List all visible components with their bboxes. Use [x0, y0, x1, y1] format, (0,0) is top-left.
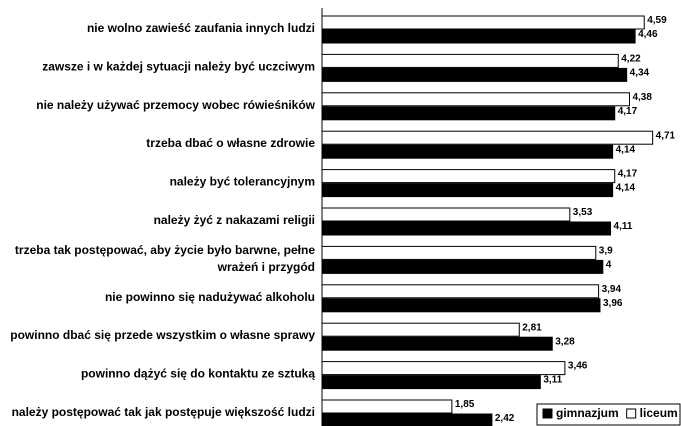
- value-label: 4,17: [618, 169, 638, 180]
- category-label: nie należy używać przemocy wobec rówieśn…: [36, 98, 315, 112]
- bar: [321, 413, 493, 426]
- bar: [321, 144, 614, 159]
- bar: [321, 259, 604, 274]
- value-label: 4,59: [647, 15, 667, 26]
- value-label: 4,17: [618, 106, 638, 117]
- value-label: 3,94: [602, 284, 622, 295]
- value-label: 4,38: [632, 92, 652, 103]
- category-label: powinno dążyć się do kontaktu ze sztuką: [81, 367, 315, 381]
- category-label: trzeba tak postępować, aby życie było ba…: [15, 243, 315, 274]
- category-label: należy być tolerancyjnym: [170, 175, 315, 189]
- bar: [321, 399, 453, 414]
- bar: [321, 207, 571, 222]
- value-label: 2,42: [495, 413, 515, 424]
- category-label: powinno dbać się przede wszystkim o włas…: [10, 328, 315, 342]
- bar: [321, 29, 636, 44]
- legend-swatch: [542, 408, 553, 419]
- bar: [321, 221, 612, 236]
- bar: [321, 245, 597, 260]
- value-label: 4,11: [614, 221, 633, 232]
- category-label: należy postępować tak jak postępuje więk…: [12, 405, 315, 419]
- category-label: zawsze i w każdej sytuacji należy być uc…: [42, 60, 315, 74]
- bar: [321, 375, 541, 390]
- bar: [321, 67, 628, 82]
- bar: [321, 53, 619, 68]
- value-label: 3,11: [543, 375, 562, 386]
- bar: [321, 106, 616, 121]
- bar: [321, 130, 654, 145]
- bar: [321, 361, 566, 376]
- value-label: 4,71: [656, 130, 676, 141]
- value-label: 4,14: [616, 183, 636, 194]
- value-label: 4,22: [621, 54, 641, 65]
- value-label: 4,46: [638, 29, 658, 40]
- legend-box: [536, 403, 681, 426]
- category-label: nie powinno się nadużywać alkoholu: [105, 290, 315, 304]
- value-label: 3,46: [568, 361, 588, 372]
- bar: [321, 284, 600, 299]
- value-label: 4,14: [616, 144, 636, 155]
- value-label: 3,96: [603, 298, 623, 309]
- bar: [321, 92, 630, 107]
- bar: [321, 336, 553, 351]
- value-label: 1,85: [455, 399, 475, 410]
- bar: [321, 298, 601, 313]
- category-label: nie wolno zawieść zaufania innych ludzi: [87, 21, 315, 35]
- bar: [321, 322, 520, 337]
- value-label: 3,28: [555, 336, 575, 347]
- bar: [321, 183, 614, 198]
- bar: [321, 169, 616, 184]
- bar: [321, 15, 645, 30]
- value-label: 3,9: [599, 246, 613, 257]
- value-label: 3,53: [573, 207, 593, 218]
- value-label: 4: [606, 260, 612, 271]
- legend-label: gimnazjum: [556, 406, 619, 420]
- legend-swatch: [626, 408, 637, 419]
- value-label: 2,81: [522, 322, 542, 333]
- category-label: należy żyć z nakazami religii: [154, 213, 315, 227]
- value-label: 4,34: [630, 68, 650, 79]
- category-label: trzeba dbać o własne zdrowie: [146, 136, 315, 150]
- legend-label: liceum: [640, 406, 678, 420]
